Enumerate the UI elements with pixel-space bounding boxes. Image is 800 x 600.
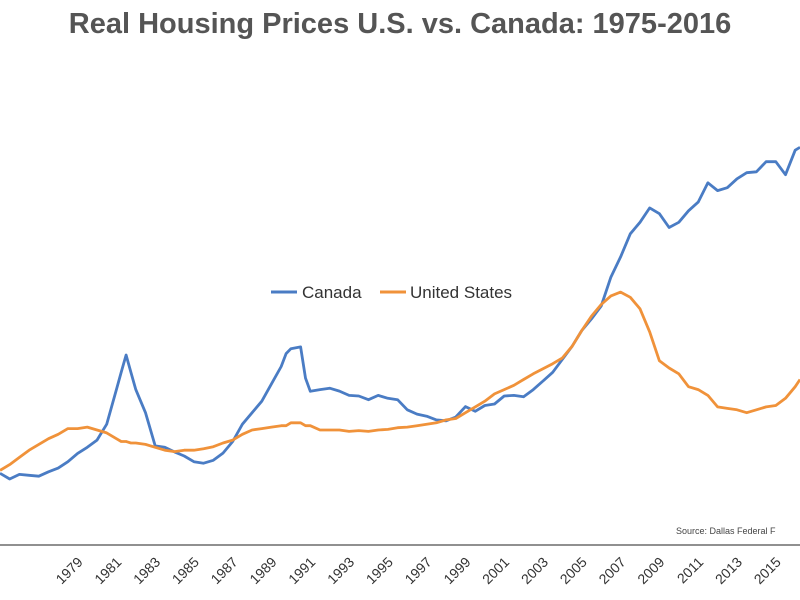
x-tick-label: 2015 xyxy=(751,554,784,587)
x-tick-label: 1983 xyxy=(130,554,163,587)
x-tick-label: 1989 xyxy=(246,554,279,587)
x-tick-label: 1999 xyxy=(440,554,473,587)
x-tick-label: 1993 xyxy=(324,554,357,587)
x-tick-label: 2001 xyxy=(479,554,512,587)
x-tick-label: 2007 xyxy=(595,554,628,587)
series-line-united-states xyxy=(0,290,800,472)
x-tick-label: 2003 xyxy=(518,554,551,587)
x-tick-label: 1995 xyxy=(363,554,396,587)
legend: Canada United States xyxy=(271,283,512,302)
x-tick-label: 2005 xyxy=(557,554,590,587)
x-tick-label: 1981 xyxy=(91,554,124,587)
legend-label-united-states: United States xyxy=(410,283,512,302)
legend-label-canada: Canada xyxy=(302,283,362,302)
x-tick-label: 1985 xyxy=(169,554,202,587)
x-tick-label: 1991 xyxy=(285,554,318,587)
x-tick-label: 1987 xyxy=(207,554,240,587)
x-axis: 1979 1981 1983 1985 1987 1989 1991 1993 1995 1997… xyxy=(0,544,800,587)
x-tick-label: 2013 xyxy=(712,554,745,587)
series-line-canada xyxy=(0,146,800,481)
x-tick-label: 2009 xyxy=(634,554,667,587)
source-note: Source: Dallas Federal F xyxy=(676,526,776,536)
x-tick-label: 1997 xyxy=(401,554,434,587)
chart-title: Real Housing Prices U.S. vs. Canada: 197… xyxy=(68,8,732,40)
x-tick-label: 2011 xyxy=(674,554,707,587)
x-tick-label: 1979 xyxy=(52,554,85,587)
series-lines xyxy=(0,146,800,481)
